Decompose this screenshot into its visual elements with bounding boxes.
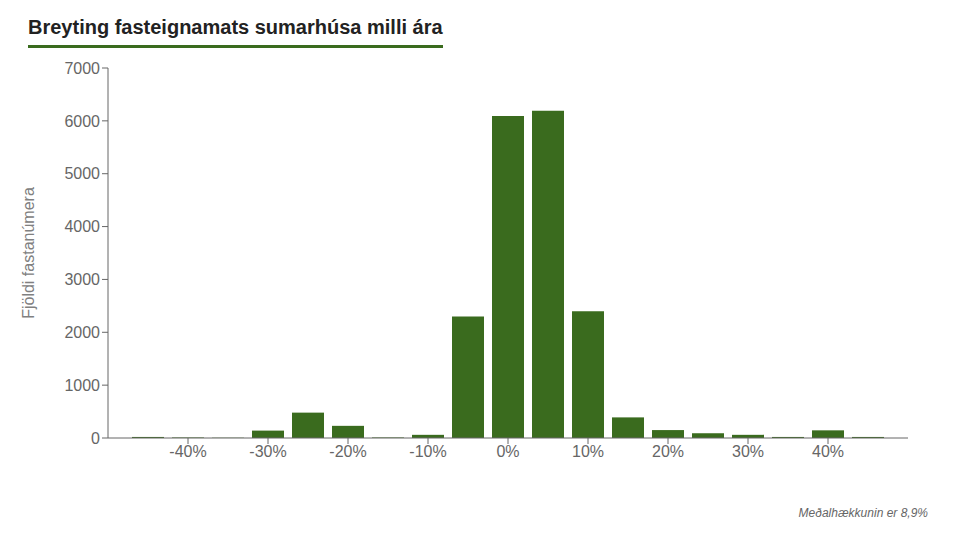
svg-text:0%: 0% — [496, 443, 519, 460]
html-text:Breyting fasteignamats sumarhú: Breyting fasteignamats sumarhúsa milli á… — [28, 16, 443, 38]
svg-text:40%: 40% — [812, 443, 844, 460]
svg-text:0: 0 — [91, 430, 100, 447]
svg-text:-20%: -20% — [329, 443, 366, 460]
svg-text:7000: 7000 — [64, 60, 100, 77]
svg-text:10%: 10% — [572, 443, 604, 460]
svg-text:30%: 30% — [732, 443, 764, 460]
svg-text:Fjöldi fastanúmera: Fjöldi fastanúmera — [20, 187, 37, 319]
svg-text:-40%: -40% — [169, 443, 206, 460]
svg-text:5000: 5000 — [64, 165, 100, 182]
svg-text:-30%: -30% — [249, 443, 286, 460]
html-text:Meðalhækkunin er 8,9%: Meðalhækkunin er 8,9% — [798, 506, 928, 520]
svg-text:4000: 4000 — [64, 218, 100, 235]
svg-text:3000: 3000 — [64, 271, 100, 288]
svg-text:20%: 20% — [652, 443, 684, 460]
svg-text:1000: 1000 — [64, 377, 100, 394]
svg-text:2000: 2000 — [64, 324, 100, 341]
svg-text:6000: 6000 — [64, 113, 100, 130]
svg-text:-10%: -10% — [409, 443, 446, 460]
